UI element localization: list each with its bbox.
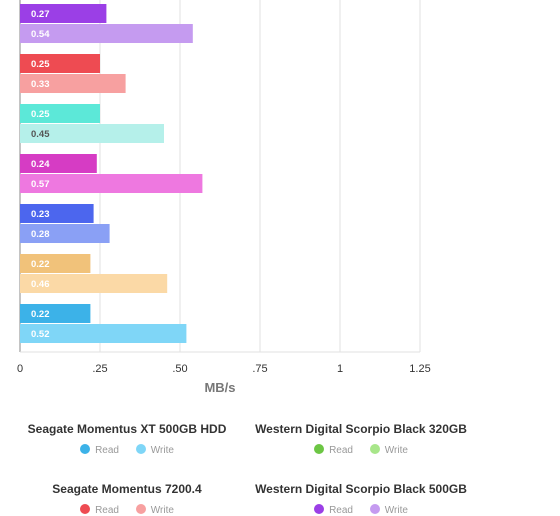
read-bar-label: 0.27 — [31, 9, 50, 20]
read-dot-icon — [80, 444, 91, 454]
read-bar-label: 0.23 — [31, 209, 50, 220]
write-dot-icon — [369, 444, 380, 454]
x-tick-label: .50 — [172, 363, 187, 375]
legend-group-1: Western Digital Scorpio Black 320GB Read… — [226, 422, 496, 456]
legend-title: Western Digital Scorpio Black 500GB — [255, 482, 467, 496]
legend-label-write: Write — [384, 445, 408, 456]
read-bar-label: 0.22 — [31, 259, 50, 270]
legend-item-write[interactable]: Write — [369, 444, 408, 456]
read-bar-label: 0.25 — [31, 109, 50, 120]
legend-item-write[interactable]: Write — [135, 444, 174, 456]
legend-label-write: Write — [150, 505, 174, 516]
read-bar — [20, 104, 100, 123]
legend-label-read: Read — [329, 505, 353, 516]
read-dot-icon — [314, 504, 325, 514]
x-tick-label: 1 — [337, 363, 343, 375]
x-tick-label: .75 — [252, 363, 267, 375]
write-bar — [20, 124, 164, 143]
write-bar — [20, 224, 110, 243]
write-dot-icon — [135, 444, 146, 454]
legend-label-read: Read — [329, 445, 353, 456]
bar-chart: 0.25.50.75 1 1.25MB/s0.270.540.250.330.250… — [17, 0, 431, 395]
write-bar — [20, 324, 187, 343]
x-tick-label: .25 — [92, 363, 107, 375]
write-bar-label: 0.45 — [31, 129, 50, 140]
write-bar — [20, 174, 203, 193]
legend-group-2: Seagate Momentus 7200.4 Read Write — [0, 482, 262, 516]
legend-item-read[interactable]: Read — [314, 504, 353, 516]
write-dot-icon — [135, 504, 146, 514]
write-bar-label: 0.57 — [31, 179, 50, 190]
read-dot-icon — [314, 444, 325, 454]
write-bar — [20, 24, 193, 43]
read-bar — [20, 54, 100, 73]
read-bar-label: 0.25 — [31, 59, 50, 70]
legend-item-write[interactable]: Write — [135, 504, 174, 516]
write-bar — [20, 74, 126, 93]
read-bar — [20, 154, 97, 173]
read-bar-label: 0.24 — [31, 159, 50, 170]
read-bar — [20, 254, 91, 273]
legend-item-read[interactable]: Read — [80, 444, 119, 456]
legend-title: Seagate Momentus XT 500GB HDD — [27, 422, 227, 436]
legend-title: Western Digital Scorpio Black 320GB — [255, 422, 467, 436]
legend-item-read[interactable]: Read — [80, 504, 119, 516]
x-tick-label: 1.25 — [409, 363, 430, 375]
legend-label-write: Write — [384, 505, 408, 516]
x-tick-label: 0 — [17, 363, 23, 375]
read-bar — [20, 304, 91, 323]
legend-group-3: Western Digital Scorpio Black 500GB Read… — [226, 482, 496, 516]
legend-title: Seagate Momentus 7200.4 — [52, 482, 202, 496]
legend-item-read[interactable]: Read — [314, 444, 353, 456]
write-dot-icon — [369, 504, 380, 514]
write-bar-label: 0.54 — [31, 29, 50, 40]
write-bar-label: 0.33 — [31, 79, 50, 90]
read-bar-label: 0.22 — [31, 309, 50, 320]
write-bar — [20, 274, 168, 293]
read-dot-icon — [80, 504, 91, 514]
legend-group-0: Seagate Momentus XT 500GB HDD Read Write — [0, 422, 262, 456]
legend-label-write: Write — [150, 445, 174, 456]
x-axis-title: MB/s — [204, 380, 235, 395]
legend-item-write[interactable]: Write — [369, 504, 408, 516]
legend-label-read: Read — [95, 505, 119, 516]
write-bar-label: 0.52 — [31, 329, 50, 340]
legend-label-read: Read — [95, 445, 119, 456]
read-bar — [20, 4, 107, 23]
write-bar-label: 0.46 — [31, 279, 50, 290]
read-bar — [20, 204, 94, 223]
write-bar-label: 0.28 — [31, 229, 50, 240]
